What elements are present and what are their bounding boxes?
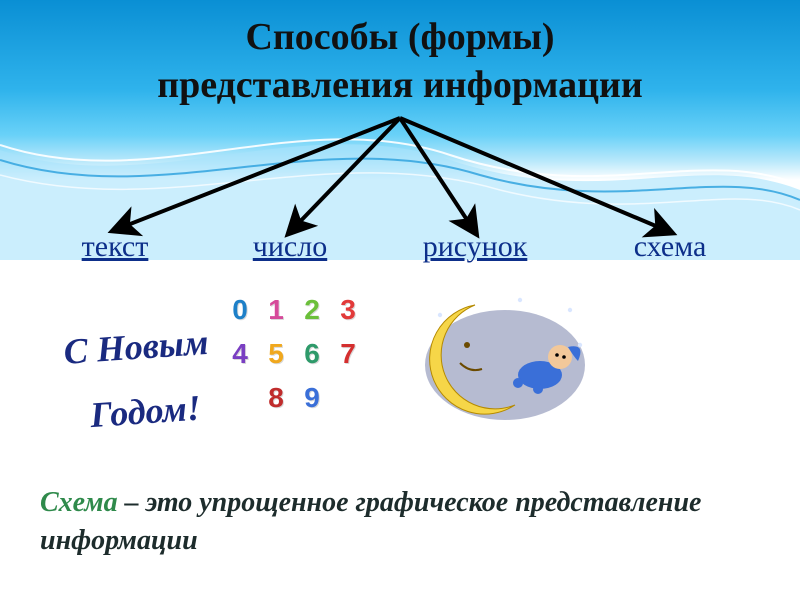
title-line2: представления информации: [0, 62, 800, 110]
definition-term: Схема: [40, 487, 118, 518]
category-label-текст[interactable]: текст: [82, 230, 149, 264]
digit-1: 1: [261, 290, 291, 330]
digit-4: 4: [225, 334, 255, 374]
definition-text: Схема – это упрощенное графическое предс…: [40, 484, 760, 560]
definition-dash: –: [118, 487, 146, 518]
page-title: Способы (формы) представления информации: [0, 14, 800, 109]
cursive-line2: Годом!: [67, 388, 202, 437]
category-label-число[interactable]: число: [253, 230, 327, 264]
title-line1: Способы (формы): [0, 14, 800, 62]
cursive-text-illustration: С Новым Годом!: [25, 294, 217, 468]
digit-8: 8: [261, 378, 291, 418]
moon-illustration: [420, 285, 590, 435]
digit-7: 7: [333, 334, 363, 374]
illustrations-row: С Новым Годом! 0123 4567 89: [0, 290, 800, 450]
digit-9: 9: [297, 378, 327, 418]
category-label-рисунок[interactable]: рисунок: [423, 230, 528, 264]
digit-0: 0: [225, 290, 255, 330]
digit-6: 6: [297, 334, 327, 374]
cursive-line1: С Новым: [62, 322, 209, 372]
category-labels: текст число рисунок схема: [0, 230, 800, 280]
digit-2: 2: [297, 290, 327, 330]
digits-illustration: 0123 4567 89: [225, 290, 363, 418]
digit-5: 5: [261, 334, 291, 374]
category-label-схема: схема: [634, 230, 707, 264]
digit-3: 3: [333, 290, 363, 330]
